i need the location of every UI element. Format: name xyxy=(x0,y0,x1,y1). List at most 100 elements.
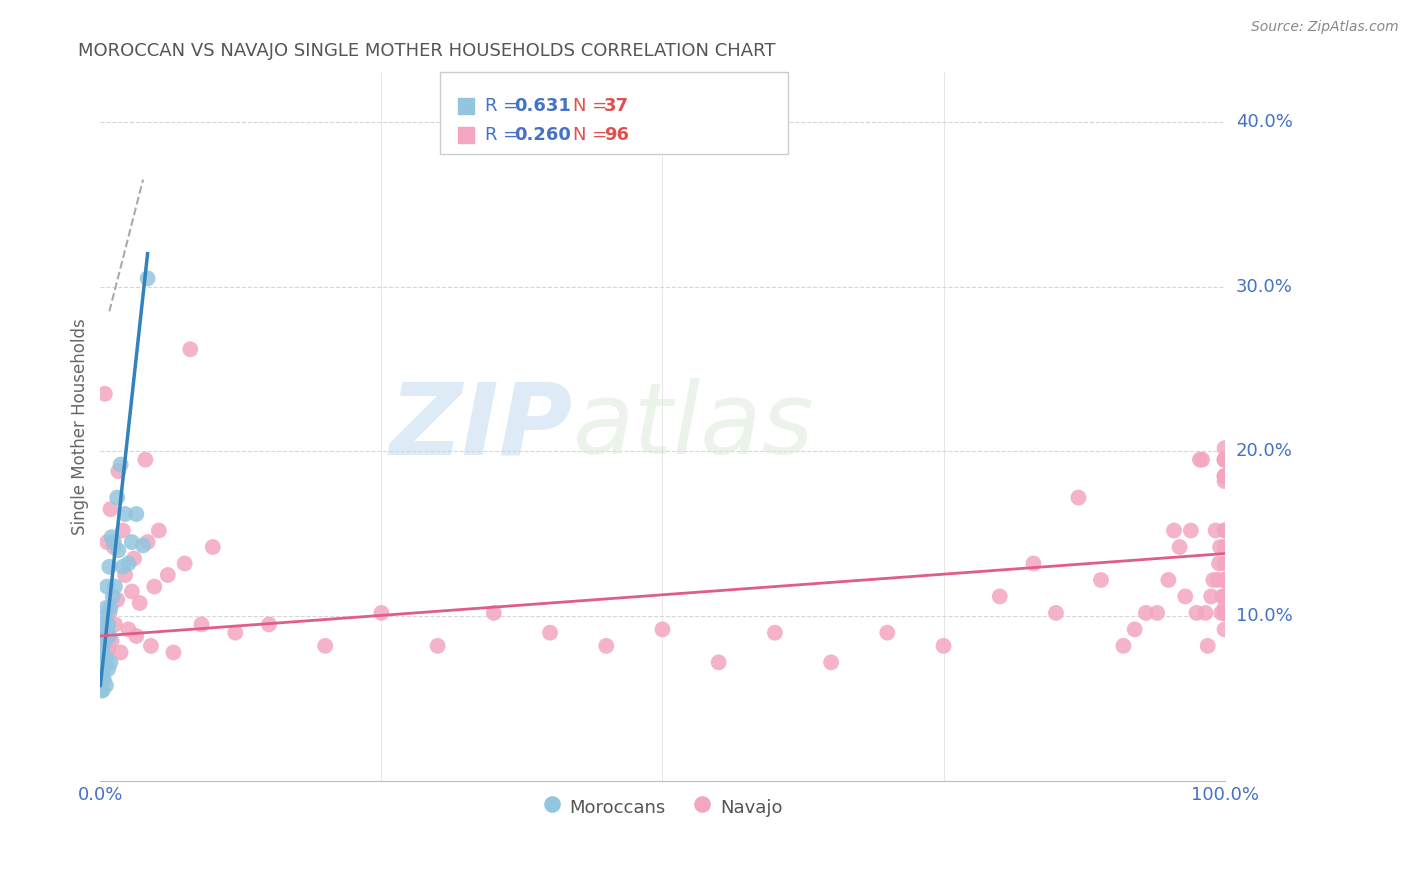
Point xyxy=(93,672,115,686)
Point xyxy=(1213,469,1236,483)
Point xyxy=(1123,623,1146,637)
Point xyxy=(111,524,134,538)
Point xyxy=(91,662,114,676)
Point xyxy=(1213,524,1236,538)
Point xyxy=(1213,606,1236,620)
Point xyxy=(1157,573,1180,587)
Point xyxy=(97,642,120,657)
Point xyxy=(90,675,112,690)
Text: N =: N = xyxy=(572,126,613,144)
Point xyxy=(132,538,155,552)
Point xyxy=(94,601,117,615)
Point xyxy=(1213,557,1236,571)
Point xyxy=(1213,606,1236,620)
Point xyxy=(1168,540,1191,554)
Point xyxy=(100,656,122,670)
Point xyxy=(257,617,280,632)
Text: MOROCCAN VS NAVAJO SINGLE MOTHER HOUSEHOLDS CORRELATION CHART: MOROCCAN VS NAVAJO SINGLE MOTHER HOUSEHO… xyxy=(77,42,775,60)
Point xyxy=(763,625,786,640)
Point xyxy=(1213,606,1236,620)
Text: 10.0%: 10.0% xyxy=(1236,607,1292,625)
Point xyxy=(820,656,842,670)
Point xyxy=(122,551,145,566)
Point xyxy=(125,507,148,521)
Point xyxy=(1213,524,1236,538)
Point xyxy=(1213,469,1236,483)
Point xyxy=(90,683,112,698)
Point xyxy=(173,557,195,571)
Point xyxy=(1213,540,1236,554)
Point xyxy=(121,535,143,549)
Text: 0.260: 0.260 xyxy=(515,126,571,144)
Point xyxy=(1185,606,1208,620)
Point xyxy=(1163,524,1185,538)
Text: 37: 37 xyxy=(605,96,628,115)
Point xyxy=(148,524,170,538)
Y-axis label: Single Mother Households: Single Mother Households xyxy=(72,318,89,535)
Point xyxy=(94,386,117,401)
Point xyxy=(100,530,122,544)
Point xyxy=(162,645,184,659)
Point xyxy=(96,623,118,637)
Point xyxy=(90,666,112,681)
Point xyxy=(100,634,122,648)
Point xyxy=(651,623,673,637)
Point xyxy=(94,678,117,692)
Point xyxy=(1202,573,1225,587)
Point xyxy=(179,343,201,357)
Point xyxy=(1205,524,1227,538)
Point xyxy=(98,559,121,574)
Point xyxy=(1191,452,1213,467)
Text: 96: 96 xyxy=(605,126,628,144)
Point xyxy=(1213,590,1236,604)
Point xyxy=(107,543,129,558)
Point xyxy=(314,639,336,653)
Point xyxy=(201,540,224,554)
Point xyxy=(156,568,179,582)
Text: Source: ZipAtlas.com: Source: ZipAtlas.com xyxy=(1251,20,1399,34)
Point xyxy=(91,642,114,657)
Point xyxy=(1199,590,1222,604)
Text: 30.0%: 30.0% xyxy=(1236,277,1292,295)
Point xyxy=(370,606,392,620)
FancyBboxPatch shape xyxy=(440,72,789,154)
Point xyxy=(117,623,139,637)
Point xyxy=(93,625,115,640)
Point xyxy=(101,590,124,604)
Point xyxy=(1213,452,1236,467)
Point xyxy=(707,656,730,670)
Point xyxy=(1112,639,1135,653)
Point xyxy=(1211,590,1233,604)
Point xyxy=(1135,606,1157,620)
Point xyxy=(105,491,128,505)
Point xyxy=(1213,452,1236,467)
Point xyxy=(107,464,129,478)
Point xyxy=(104,617,127,632)
Point xyxy=(1213,441,1236,455)
Point xyxy=(139,639,162,653)
Point xyxy=(1212,573,1234,587)
Point xyxy=(482,606,505,620)
Point xyxy=(1213,601,1236,615)
Text: atlas: atlas xyxy=(572,378,814,475)
Point xyxy=(98,629,121,643)
Point xyxy=(1197,639,1219,653)
Point xyxy=(103,540,125,554)
Point xyxy=(110,458,132,472)
Point xyxy=(96,535,118,549)
Point xyxy=(136,535,159,549)
Legend: Moroccans, Navajo: Moroccans, Navajo xyxy=(536,789,790,825)
Point xyxy=(538,625,561,640)
Point xyxy=(1213,469,1236,483)
Point xyxy=(595,639,617,653)
Text: ZIP: ZIP xyxy=(389,378,572,475)
Point xyxy=(114,507,136,521)
Point xyxy=(190,617,212,632)
Point xyxy=(94,656,117,670)
Point xyxy=(988,590,1011,604)
Point xyxy=(90,656,112,670)
Point xyxy=(1090,573,1112,587)
Point xyxy=(134,452,156,467)
Point xyxy=(876,625,898,640)
Point xyxy=(426,639,449,653)
